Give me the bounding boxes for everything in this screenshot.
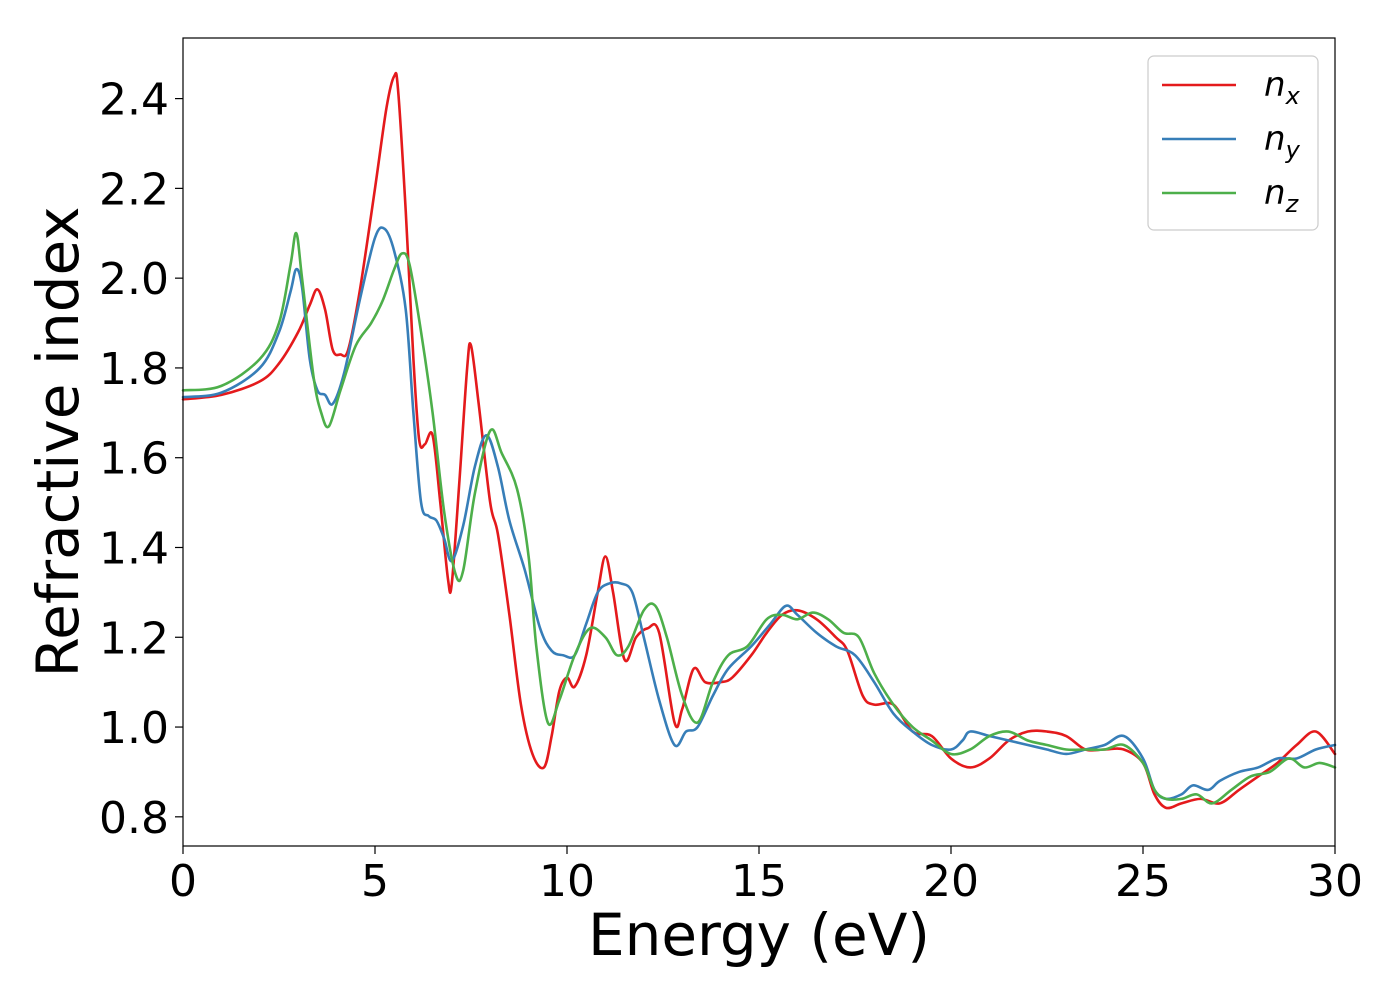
y-tick-label: 1.8 <box>99 344 169 395</box>
series-layer <box>181 71 1337 810</box>
x-axis-label: Energy (eV) <box>588 901 930 969</box>
x-tick-label: 25 <box>1115 856 1171 907</box>
x-tick-label: 0 <box>169 856 197 907</box>
series-line-n-z <box>181 231 1337 805</box>
x-tick-label: 10 <box>539 856 595 907</box>
y-axis-label: Refractive index <box>24 206 92 677</box>
y-tick-label: 0.8 <box>99 793 169 844</box>
series-line-n-x <box>181 71 1337 810</box>
y-tick-label: 1.0 <box>99 703 169 754</box>
y-tick-label: 2.0 <box>99 254 169 305</box>
x-tick-label: 30 <box>1307 856 1363 907</box>
x-axis-ticks: 0 5 10 15 20 25 30 <box>169 846 1363 907</box>
y-tick-label: 1.2 <box>99 613 169 664</box>
plot-area <box>183 38 1335 846</box>
y-tick-label: 1.6 <box>99 434 169 485</box>
legend-box <box>1147 55 1319 231</box>
x-tick-label: 15 <box>731 856 787 907</box>
series-line-n-y <box>181 226 1337 801</box>
legend-label-n-y: ny <box>1264 119 1301 164</box>
y-tick-label: 2.2 <box>99 164 169 215</box>
x-tick-label: 5 <box>361 856 389 907</box>
y-tick-label: 1.4 <box>99 523 169 574</box>
y-axis-ticks: 0.8 1.0 1.2 1.4 1.6 1.8 2.0 2.2 2.4 <box>99 75 183 844</box>
x-tick-label: 20 <box>923 856 979 907</box>
y-tick-label: 2.4 <box>99 75 169 126</box>
